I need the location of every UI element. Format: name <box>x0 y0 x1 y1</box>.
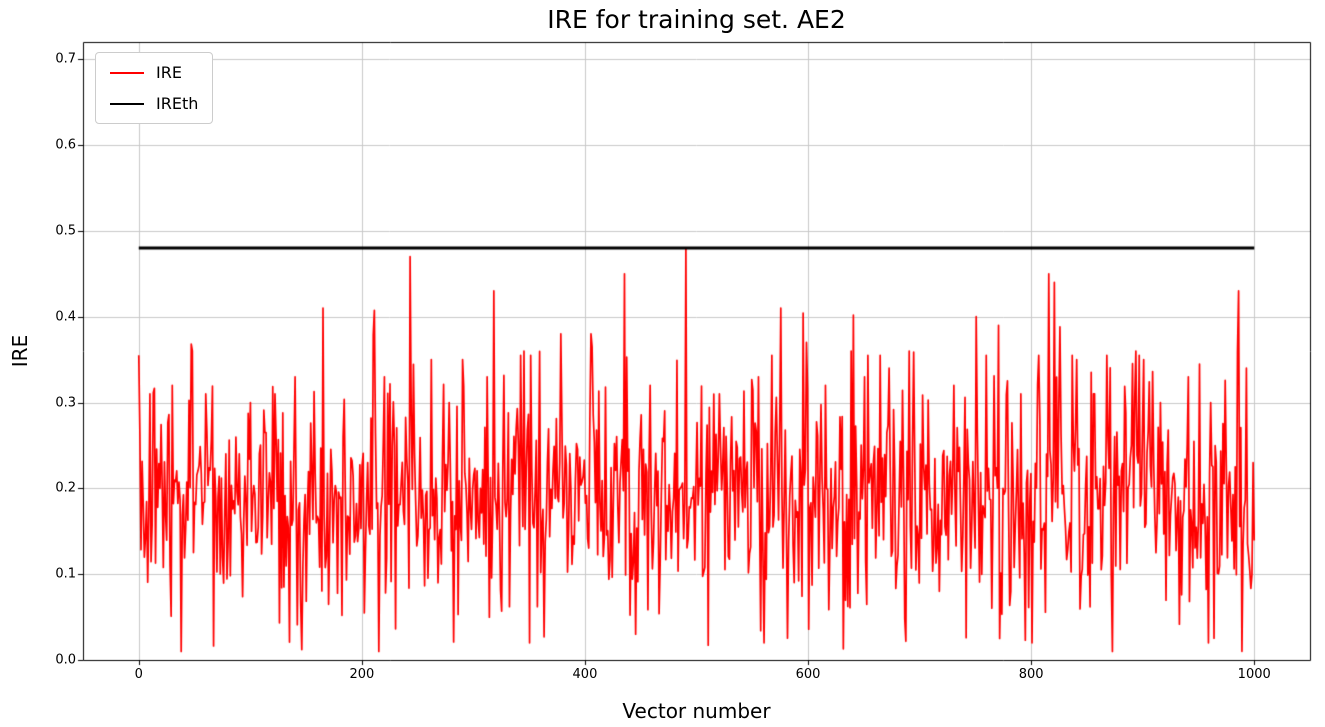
y-tick-label: 0.4 <box>55 309 76 325</box>
x-tick-label: 200 <box>349 667 375 682</box>
x-tick-label: 600 <box>795 667 821 682</box>
legend-line-swatch-ireth <box>110 102 144 105</box>
y-tick-label: 0.7 <box>55 51 76 67</box>
x-tick-label: 800 <box>1018 667 1044 682</box>
x-tick-label: 400 <box>572 667 598 682</box>
y-tick-label: 0.3 <box>55 395 76 410</box>
y-tick-label: 0.6 <box>55 137 76 153</box>
x-tick-label: 0 <box>134 667 143 682</box>
legend-label-ireth: IREth <box>156 94 199 113</box>
y-tick-label: 0.1 <box>55 566 76 582</box>
y-tick-label: 0.5 <box>55 223 76 239</box>
legend-entry-ireth: IREth <box>110 94 198 113</box>
legend-label-ire: IRE <box>156 63 182 82</box>
chart-title: IRE for training set. AE2 <box>547 5 846 34</box>
x-tick-label: 1000 <box>1237 667 1271 682</box>
y-axis-label: IRE <box>8 334 32 368</box>
y-tick-label: 0.2 <box>55 480 76 496</box>
x-axis-label: Vector number <box>622 699 771 723</box>
legend-entry-ire: IRE <box>110 63 198 82</box>
legend-line-swatch-ire <box>110 71 144 74</box>
y-tick-label: 0.0 <box>55 652 76 668</box>
legend: IRE IREth <box>95 52 214 124</box>
